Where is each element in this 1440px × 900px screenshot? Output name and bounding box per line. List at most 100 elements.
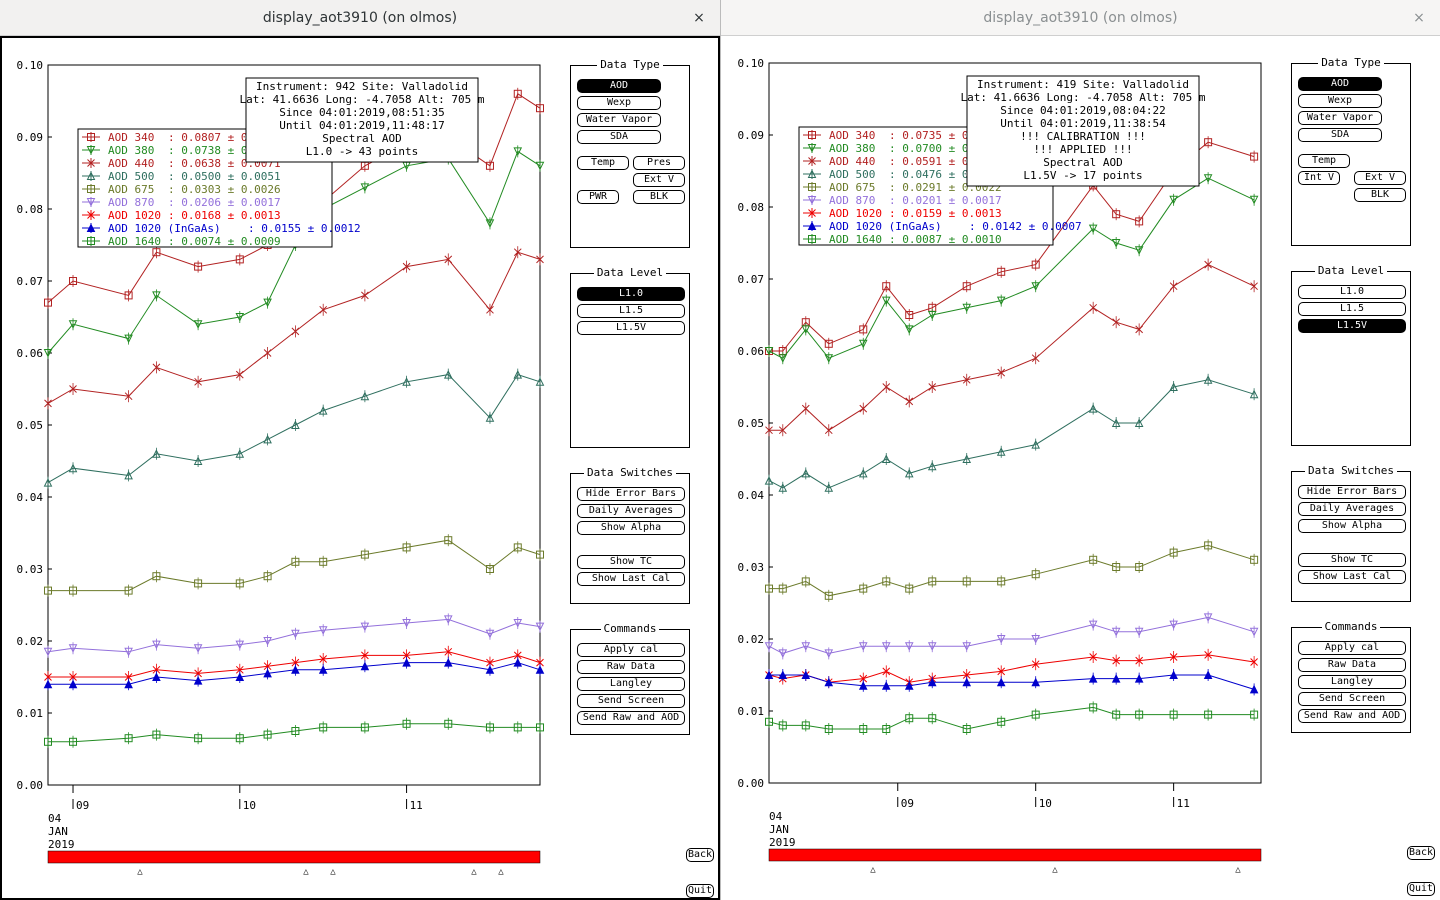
- legend-label: AOD 1640: [108, 235, 161, 248]
- marker-triangle-down: [513, 619, 523, 628]
- y-tick-label: 0.10: [17, 59, 44, 72]
- marker-square: [859, 325, 868, 334]
- y-tick-label: 0.00: [17, 779, 44, 792]
- send-raw-aod-button[interactable]: Send Raw and AOD: [577, 711, 685, 725]
- marker-square: [1089, 555, 1098, 564]
- quit-button[interactable]: Quit: [686, 884, 714, 898]
- show-tc-button[interactable]: Show TC: [1298, 553, 1406, 567]
- sda-button[interactable]: SDA: [577, 130, 661, 144]
- apply-cal-button[interactable]: Apply cal: [1298, 641, 1406, 655]
- show-tc-button[interactable]: Show TC: [577, 555, 685, 569]
- blk-button[interactable]: BLK: [633, 190, 685, 204]
- marker-triangle-down: [1169, 620, 1178, 630]
- show-alpha-button[interactable]: Show Alpha: [1298, 519, 1406, 533]
- panel-data-type: Data Type AOD Wexp Water Vapor SDA Temp Int V E…: [1291, 56, 1411, 246]
- pwr-button[interactable]: PWR: [577, 190, 619, 204]
- level-button-l1-0[interactable]: L1.0: [577, 287, 685, 301]
- marker-triangle-down: [513, 147, 523, 157]
- legend-label: AOD 1020: [829, 207, 882, 220]
- aod-chart: 0.10 0.09 0.08 0.07 0.06 0.05 0.04 0.03 0.02 0.01…: [738, 57, 1262, 875]
- water-vapor-button[interactable]: Water Vapor: [1298, 111, 1382, 125]
- temp-button[interactable]: Temp: [577, 156, 629, 170]
- apply-cal-button[interactable]: Apply cal: [577, 643, 685, 657]
- legend-value: : 0.0807 ± 0.0: [168, 131, 261, 144]
- marker-square: [905, 584, 914, 593]
- marker-square: [235, 579, 244, 588]
- int-v-button[interactable]: Int V: [1298, 171, 1340, 185]
- y-tick-label: 0.10: [738, 57, 765, 70]
- water-vapor-button[interactable]: Water Vapor: [577, 113, 661, 127]
- send-screen-button[interactable]: Send Screen: [577, 694, 685, 708]
- marker-x: [1112, 318, 1121, 327]
- ext-v-button[interactable]: Ext V: [1354, 171, 1406, 185]
- send-screen-button[interactable]: Send Screen: [1298, 692, 1406, 706]
- aod-chart: 0.10 0.09 0.08 0.07 0.06 0.05 0.04 0.03 0.02 0.01…: [17, 59, 545, 877]
- legend-label: AOD 500: [108, 170, 154, 183]
- marker-triangle-down: [996, 296, 1006, 306]
- marker-square: [152, 572, 161, 581]
- marker-triangle-down: [927, 642, 937, 651]
- hide-error-bars-button[interactable]: Hide Error Bars: [1298, 485, 1406, 499]
- langley-button[interactable]: Langley: [577, 677, 685, 691]
- level-button-l1-5v[interactable]: L1.5V: [577, 321, 685, 335]
- show-last-cal-button[interactable]: Show Last Cal: [1298, 570, 1406, 584]
- quit-button[interactable]: Quit: [1407, 882, 1435, 896]
- marker-square: [536, 723, 544, 732]
- info-line: Until 04:01:2019,11:38:54: [1000, 117, 1166, 130]
- blk-button[interactable]: BLK: [1354, 188, 1406, 202]
- marker-triangle-up: [1134, 673, 1144, 683]
- aod-button[interactable]: AOD: [1298, 77, 1382, 91]
- marker-square: [882, 282, 891, 291]
- pres-button[interactable]: Pres: [633, 156, 685, 170]
- y-tick-label: 0.00: [738, 777, 765, 790]
- marker-triangle-down: [778, 354, 788, 363]
- marker-square: [1204, 138, 1213, 147]
- marker-triangle-up: [318, 405, 328, 415]
- wexp-button[interactable]: Wexp: [577, 96, 661, 110]
- back-button[interactable]: Back: [1407, 846, 1435, 860]
- titlebar[interactable]: display_aot3910 (on olmos) ×: [0, 0, 720, 36]
- temp-button[interactable]: Temp: [1298, 154, 1350, 168]
- aod-button[interactable]: AOD: [577, 79, 661, 93]
- panel-title: Commands: [1292, 620, 1410, 634]
- back-button[interactable]: Back: [686, 848, 714, 862]
- langley-button[interactable]: Langley: [1298, 675, 1406, 689]
- close-icon[interactable]: ×: [693, 10, 705, 26]
- marker-triangle-down: [68, 644, 78, 653]
- marker-x: [1089, 653, 1098, 661]
- legend-label: AOD 870: [108, 196, 154, 209]
- send-raw-aod-button[interactable]: Send Raw and AOD: [1298, 709, 1406, 723]
- daily-averages-button[interactable]: Daily Averages: [577, 504, 685, 518]
- raw-data-button[interactable]: Raw Data: [1298, 658, 1406, 672]
- wexp-button[interactable]: Wexp: [1298, 94, 1382, 108]
- ext-v-button[interactable]: Ext V: [633, 173, 685, 187]
- legend-label: AOD 440: [829, 155, 875, 168]
- marker-square: [1089, 703, 1098, 712]
- show-alpha-button[interactable]: Show Alpha: [577, 521, 685, 535]
- y-tick-label: 0.05: [738, 417, 765, 430]
- raw-data-button[interactable]: Raw Data: [577, 660, 685, 674]
- marker-x: [536, 255, 544, 264]
- marker-x: [1135, 656, 1144, 665]
- level-button-l1-5v[interactable]: L1.5V: [1298, 319, 1406, 333]
- titlebar[interactable]: display_aot3910 (on olmos) ×: [721, 0, 1440, 36]
- daily-averages-button[interactable]: Daily Averages: [1298, 502, 1406, 516]
- panel-title: Data Switches: [571, 466, 689, 480]
- marker-x: [997, 667, 1006, 676]
- marker-x: [319, 655, 328, 663]
- sda-button[interactable]: SDA: [1298, 128, 1382, 142]
- level-button-l1-5[interactable]: L1.5: [577, 304, 685, 318]
- marker-triangle-down: [1031, 282, 1041, 291]
- marker-triangle-up: [764, 475, 774, 485]
- level-button-l1-0[interactable]: L1.0: [1298, 285, 1406, 299]
- close-icon[interactable]: ×: [1413, 10, 1425, 26]
- panel-commands: Commands Apply cal Raw Data Langley Send Scr…: [1291, 620, 1411, 733]
- marker-triangle-up: [1088, 403, 1098, 413]
- hide-error-bars-button[interactable]: Hide Error Bars: [577, 487, 685, 501]
- show-last-cal-button[interactable]: Show Last Cal: [577, 572, 685, 586]
- marker-square: [1112, 710, 1121, 719]
- level-button-l1-5[interactable]: L1.5: [1298, 302, 1406, 316]
- marker-triangle-down: [235, 640, 245, 650]
- series-line: [769, 674, 1255, 690]
- marker-triangle-up: [764, 670, 774, 679]
